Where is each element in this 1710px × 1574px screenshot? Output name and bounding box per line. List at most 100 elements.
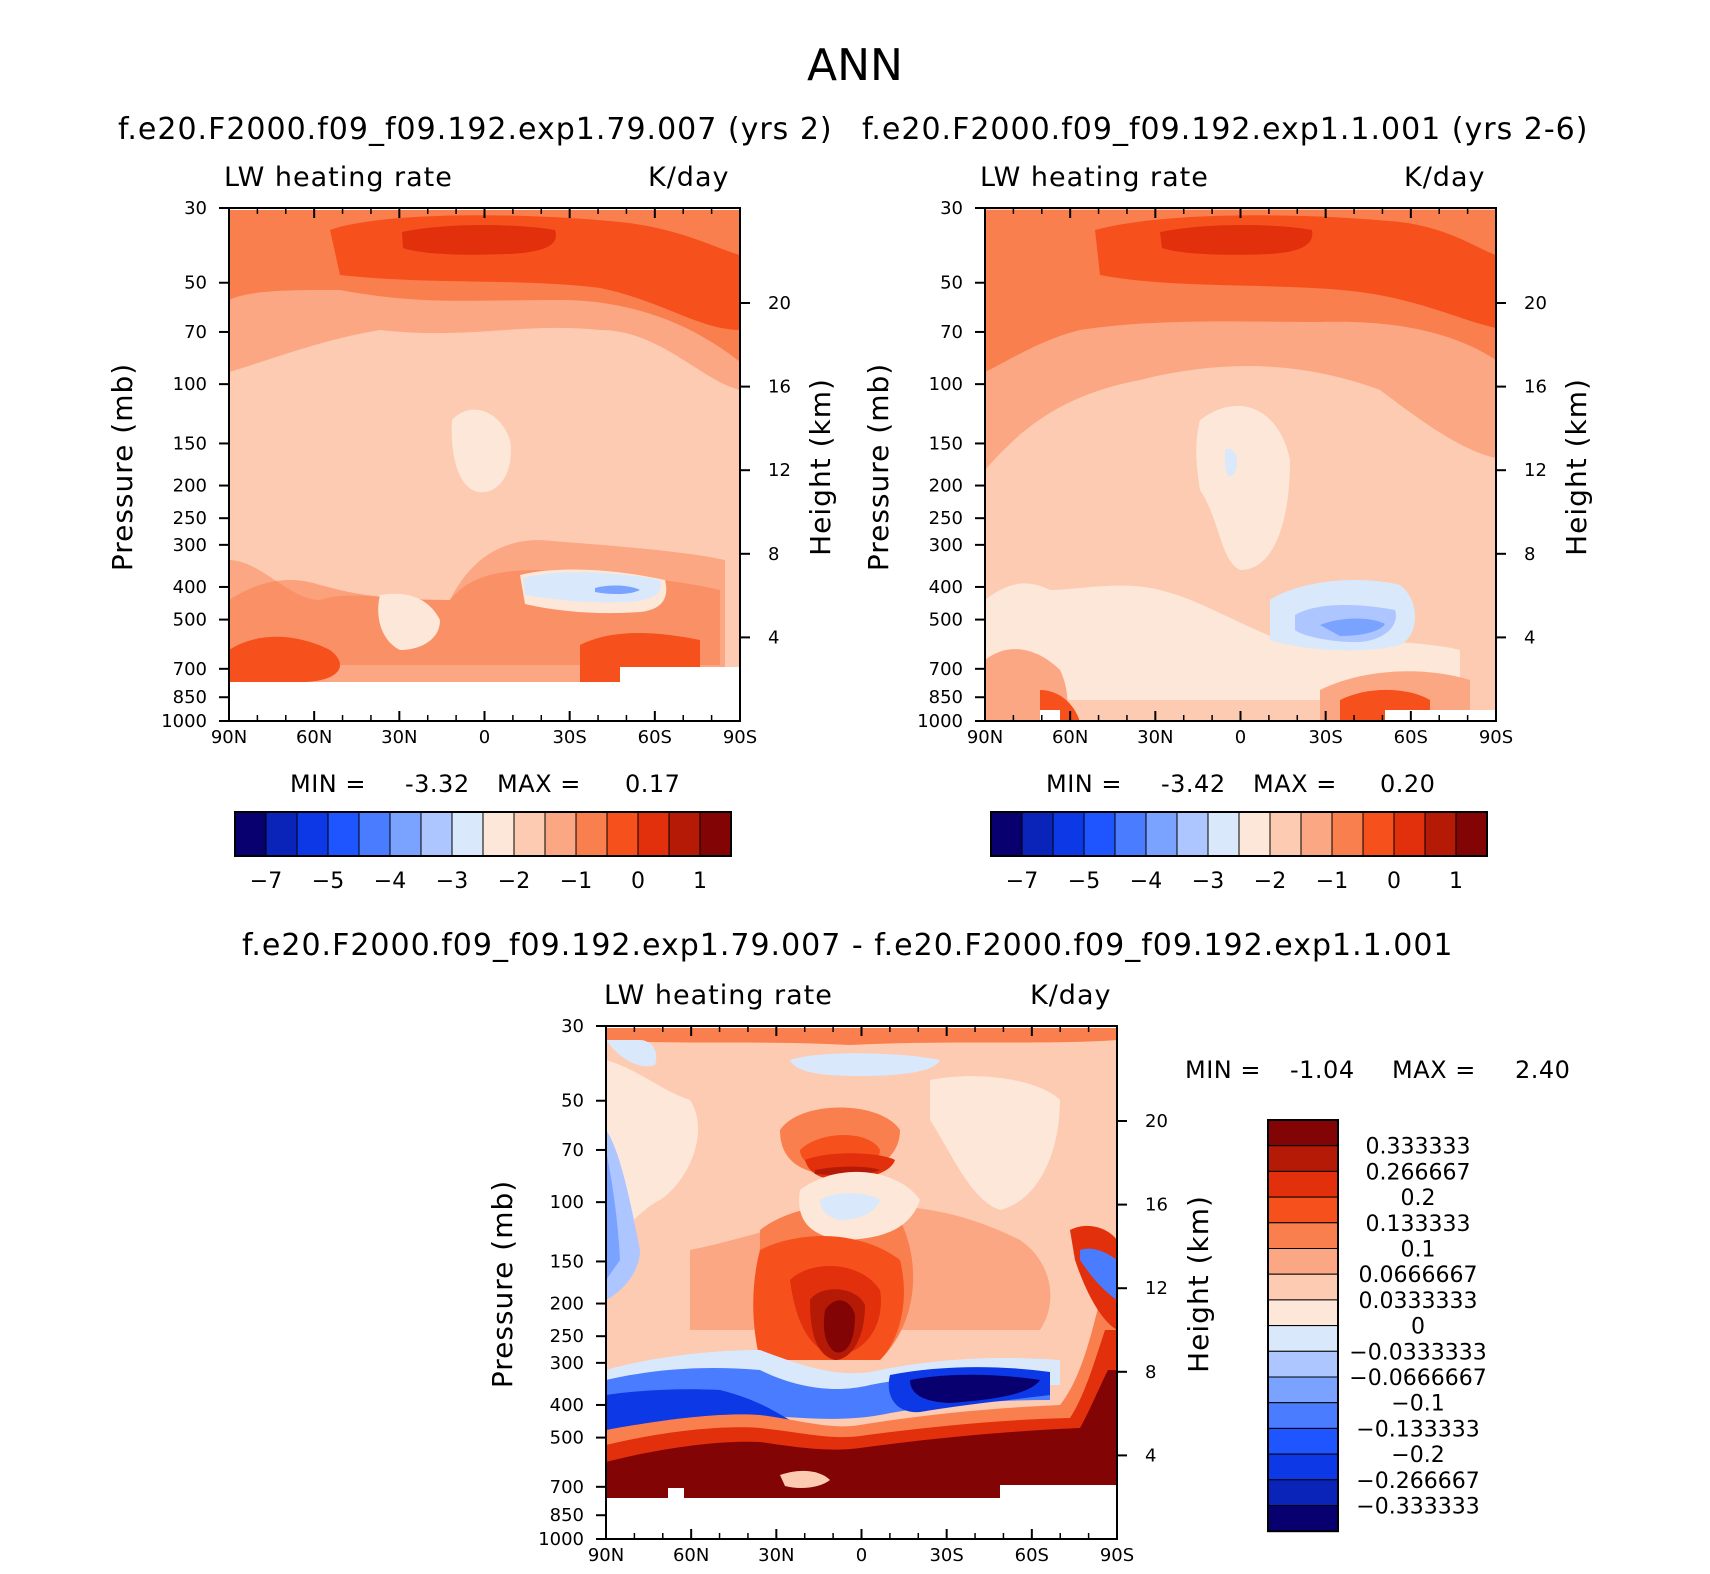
panel1-min-value: -3.32 <box>405 770 470 798</box>
x-tick-label: 60N <box>673 1545 709 1566</box>
colorbar-label: −3 <box>436 869 468 894</box>
x-tick-label: 0 <box>479 727 490 748</box>
panel2-contour-field <box>985 208 1496 721</box>
colorbar-label: 1 <box>693 869 707 894</box>
y-tick-label: 300 <box>173 535 207 556</box>
colorbar-swatch <box>1114 811 1147 857</box>
y2-tick-label: 12 <box>1524 460 1547 481</box>
colorbar-frame <box>1267 1119 1339 1533</box>
panel2-max-value: 0.20 <box>1380 770 1436 798</box>
panel1-max-value: 0.17 <box>625 770 681 798</box>
y2-tick-label: 4 <box>768 627 779 648</box>
colorbar-swatch <box>327 811 360 857</box>
y-tick-label: 700 <box>929 659 963 680</box>
y-tick-label: 100 <box>173 374 207 395</box>
colorbar-label: −2 <box>1254 869 1286 894</box>
y-tick-label: 250 <box>550 1326 584 1347</box>
colorbar-label: −7 <box>1006 869 1038 894</box>
colorbar-swatch <box>451 811 484 857</box>
y-tick-label: 850 <box>173 687 207 708</box>
colorbar-swatch <box>606 811 639 857</box>
y2-tick-label: 20 <box>1524 293 1547 314</box>
y-tick-label: 400 <box>929 577 963 598</box>
panel2-ylabel: Pressure (mb) <box>862 363 895 571</box>
colorbar-swatch <box>1267 1376 1339 1404</box>
colorbar-label: −0.266667 <box>1356 1469 1479 1494</box>
y2-tick-label: 12 <box>1145 1278 1168 1299</box>
panel3-variable-label: LW heating rate <box>604 980 833 1011</box>
colorbar-label: 0.133333 <box>1366 1212 1471 1237</box>
y-tick-label: 70 <box>561 1140 584 1161</box>
panel3-min-label: MIN = <box>1185 1056 1261 1084</box>
y2-tick-label: 12 <box>768 460 791 481</box>
panel1-min-label: MIN = <box>290 770 366 798</box>
panel2-case-title: f.e20.F2000.f09_f09.192.exp1.1.001 (yrs … <box>862 112 1589 147</box>
y-tick-label: 700 <box>550 1477 584 1498</box>
y-tick-label: 30 <box>184 198 207 219</box>
colorbar-label: −0.133333 <box>1356 1417 1479 1442</box>
colorbar-swatch <box>575 811 608 857</box>
panel1-variable-label: LW heating rate <box>224 162 453 193</box>
colorbar-swatch <box>1267 1248 1339 1275</box>
colorbar-label: −0.0666667 <box>1349 1366 1486 1391</box>
y-tick-label: 300 <box>550 1353 584 1374</box>
x-tick-label: 30S <box>1308 727 1342 748</box>
x-tick-label: 30N <box>1137 727 1173 748</box>
y-tick-label: 30 <box>561 1016 584 1037</box>
colorbar-swatch <box>1362 811 1395 857</box>
colorbar-swatch <box>1267 1453 1339 1481</box>
colorbar-label: −0.0333333 <box>1349 1340 1486 1365</box>
colorbar-swatch <box>1267 1196 1339 1224</box>
colorbar-label: −1 <box>560 869 592 894</box>
x-tick-label: 0 <box>1235 727 1246 748</box>
y2-tick-label: 20 <box>1145 1111 1168 1132</box>
colorbar-swatch <box>1052 811 1085 857</box>
colorbar-swatch <box>1424 811 1457 857</box>
y-tick-label: 150 <box>173 433 207 454</box>
colorbar-label: 1 <box>1449 869 1463 894</box>
panel3-min-value: -1.04 <box>1290 1056 1355 1084</box>
panel1-y-axis: 30 50 70 100 150 200 250 300 400 500 700 850 1000 <box>161 198 229 732</box>
colorbar-swatch <box>1267 1222 1339 1250</box>
y2-tick-label: 16 <box>1524 377 1547 398</box>
colorbar-frame <box>234 811 732 857</box>
panel1-colorbar: −7 −5 −4 −3 −2 −1 0 1 <box>234 811 732 894</box>
colorbar-swatch <box>482 811 515 857</box>
colorbar-swatch <box>668 811 701 857</box>
x-tick-label: 0 <box>856 1545 867 1566</box>
y-tick-label: 70 <box>184 322 207 343</box>
colorbar-label: −3 <box>1192 869 1224 894</box>
y-tick-label: 400 <box>173 577 207 598</box>
colorbar-swatch <box>1267 1350 1339 1378</box>
y-tick-label: 850 <box>550 1505 584 1526</box>
x-tick-label: 90N <box>967 727 1003 748</box>
x-tick-label: 90S <box>723 727 757 748</box>
y2-tick-label: 8 <box>1524 544 1535 565</box>
y2-tick-label: 16 <box>1145 1195 1168 1216</box>
colorbar-label: −4 <box>1130 869 1162 894</box>
panel2-x-axis: 90N 60N 30N 0 30S 60S 90S <box>967 208 1513 748</box>
y-tick-label: 100 <box>929 374 963 395</box>
colorbar-label: 0.266667 <box>1366 1160 1471 1185</box>
y2-tick-label: 8 <box>1145 1362 1156 1383</box>
colorbar-swatch <box>1267 1119 1339 1147</box>
x-tick-label: 90N <box>211 727 247 748</box>
panel2-colorbar: −7 −5 −4 −3 −2 −1 0 1 <box>990 811 1488 894</box>
colorbar-swatch <box>1267 1170 1339 1198</box>
colorbar-swatch <box>1267 1325 1339 1352</box>
x-tick-label: 30N <box>758 1545 794 1566</box>
colorbar-swatch <box>1267 1145 1339 1172</box>
panel1-ylabel: Pressure (mb) <box>106 363 139 571</box>
y-tick-label: 250 <box>173 508 207 529</box>
colorbar-label: 0 <box>1411 1315 1425 1340</box>
colorbar-label: 0.0666667 <box>1359 1263 1478 1288</box>
colorbar-label: 0 <box>631 869 645 894</box>
y-tick-label: 150 <box>550 1251 584 1272</box>
y-tick-label: 200 <box>550 1294 584 1315</box>
y-tick-label: 30 <box>940 198 963 219</box>
y2-tick-label: 4 <box>1524 627 1535 648</box>
panel3-max-label: MAX = <box>1392 1056 1476 1084</box>
colorbar-swatch <box>358 811 391 857</box>
y2-tick-label: 20 <box>768 293 791 314</box>
